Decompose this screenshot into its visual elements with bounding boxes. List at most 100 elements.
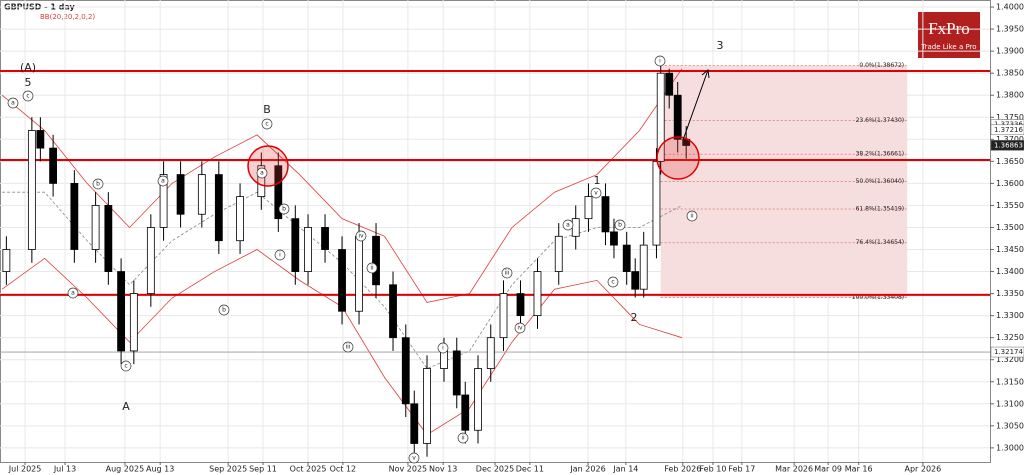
- candle-body: [338, 249, 346, 312]
- x-tick-label: Nov 2025: [389, 465, 428, 474]
- candle-body: [236, 196, 244, 242]
- candle-body: [631, 271, 640, 290]
- wave-circle: [256, 167, 268, 179]
- candle-body: [499, 293, 508, 339]
- y-tick-label: 1.37500: [996, 113, 1024, 122]
- candle-body: [584, 196, 593, 220]
- wave-label: ii: [461, 435, 465, 442]
- candle-body: [656, 72, 665, 162]
- wave-circle: [157, 175, 169, 187]
- wave-label: b: [222, 307, 226, 314]
- wave-circle: [614, 219, 626, 231]
- x-tick-label: Sep 11: [249, 465, 277, 474]
- projection-arrow: [682, 69, 710, 141]
- candle-body: [372, 235, 380, 286]
- candle-body: [117, 271, 125, 352]
- wave-circle: [67, 287, 79, 299]
- y-tick-label: 1.39500: [996, 25, 1024, 34]
- wave-label: iv: [517, 325, 523, 332]
- wave-circle: [686, 210, 698, 222]
- candle-body: [610, 231, 618, 246]
- wave-circle: [355, 230, 367, 242]
- wave-circle: [218, 304, 230, 316]
- wave-label: v: [594, 190, 598, 197]
- wave-label: a: [71, 290, 75, 297]
- wave-label: b: [282, 206, 286, 213]
- highlight-circle: [247, 145, 289, 187]
- y-tick-label: 1.39000: [996, 47, 1024, 56]
- x-tick-label: Jan 2026: [569, 465, 605, 474]
- x-tick-label: Aug 2025: [106, 465, 145, 474]
- candle-body: [129, 293, 138, 352]
- candle-body: [423, 368, 431, 444]
- x-tick-label: Feb 10: [700, 465, 727, 474]
- wave-label: i: [442, 345, 444, 352]
- candle-body: [554, 235, 563, 272]
- fib-label: 38.2%(1.36661): [856, 151, 905, 158]
- wave-circle: [590, 187, 602, 199]
- wave-annotation: B: [263, 103, 271, 116]
- y-tick-label: 1.30500: [996, 421, 1024, 430]
- candle-body: [601, 196, 610, 233]
- wave-circle: [607, 276, 619, 288]
- x-tick-label: Feb 17: [728, 465, 755, 474]
- y-tick-label: 1.31500: [996, 377, 1024, 386]
- price-marker-label: 1.37216: [994, 126, 1023, 134]
- candle-body: [70, 182, 79, 250]
- wave-label: b: [618, 222, 622, 229]
- y-tick-label: 1.38000: [996, 91, 1024, 100]
- candle-body: [622, 244, 631, 272]
- y-tick-label: 1.36000: [996, 179, 1024, 188]
- wave-annotation: (A): [20, 61, 36, 74]
- candle-body: [321, 227, 329, 250]
- wave-label: v: [412, 455, 416, 462]
- wave-label: a: [260, 170, 264, 177]
- wave-circle: [120, 360, 132, 372]
- logo-box: [918, 12, 980, 58]
- y-tick-label: 1.35000: [996, 223, 1024, 232]
- fib-label: 50.0%(1.36040): [856, 178, 905, 185]
- price-marker-label: 1.32174: [994, 348, 1023, 356]
- x-tick-label: Oct 2025: [290, 465, 327, 474]
- candle-body: [49, 147, 58, 184]
- x-tick-label: Mar 2026: [775, 465, 813, 474]
- wave-circle: [342, 341, 354, 353]
- candle-body: [389, 284, 397, 339]
- price-marker-label: 1.37336: [994, 120, 1023, 128]
- wave-label: b: [96, 181, 100, 188]
- wave-circle: [501, 267, 513, 279]
- wave-circle: [92, 178, 104, 190]
- y-tick-label: 1.32500: [996, 333, 1024, 342]
- wave-label: i: [279, 252, 281, 259]
- wave-circle: [437, 342, 449, 354]
- wave-label: a: [566, 222, 570, 229]
- wave-label: ii: [690, 213, 694, 220]
- x-tick-label: Dec 11: [516, 465, 544, 474]
- fib-label: 100.0%(1.33408): [852, 294, 904, 301]
- x-tick-label: Dec 2025: [476, 465, 514, 474]
- wave-label: c: [611, 279, 614, 286]
- candle-body: [36, 130, 45, 149]
- candle-body: [639, 244, 648, 290]
- wave-circle: [562, 219, 574, 231]
- candle-body: [291, 218, 300, 272]
- wave-circle: [654, 55, 666, 67]
- price-marker-box: [990, 140, 1024, 151]
- logo-name: FxPro: [928, 19, 970, 38]
- wave-label: iii: [345, 344, 350, 351]
- highlight-circle: [656, 136, 700, 180]
- candle-body: [304, 227, 312, 272]
- fib-label: 23.6%(1.37430): [856, 117, 905, 124]
- wave-annotation: 5: [25, 76, 32, 89]
- wave-annotation: 3: [717, 39, 724, 52]
- fib-label: 0.0%(1.38672): [859, 62, 904, 69]
- candle-body: [571, 218, 580, 237]
- candle-body: [274, 165, 283, 220]
- wave-label: a: [11, 100, 15, 107]
- price-marker-box: [990, 124, 1024, 136]
- x-tick-label: Apr 2026: [904, 465, 941, 474]
- indicator-label: BB(20,20,2,0,2): [40, 13, 95, 21]
- wave-circle: [408, 452, 420, 464]
- y-tick-label: 1.32000: [996, 355, 1024, 364]
